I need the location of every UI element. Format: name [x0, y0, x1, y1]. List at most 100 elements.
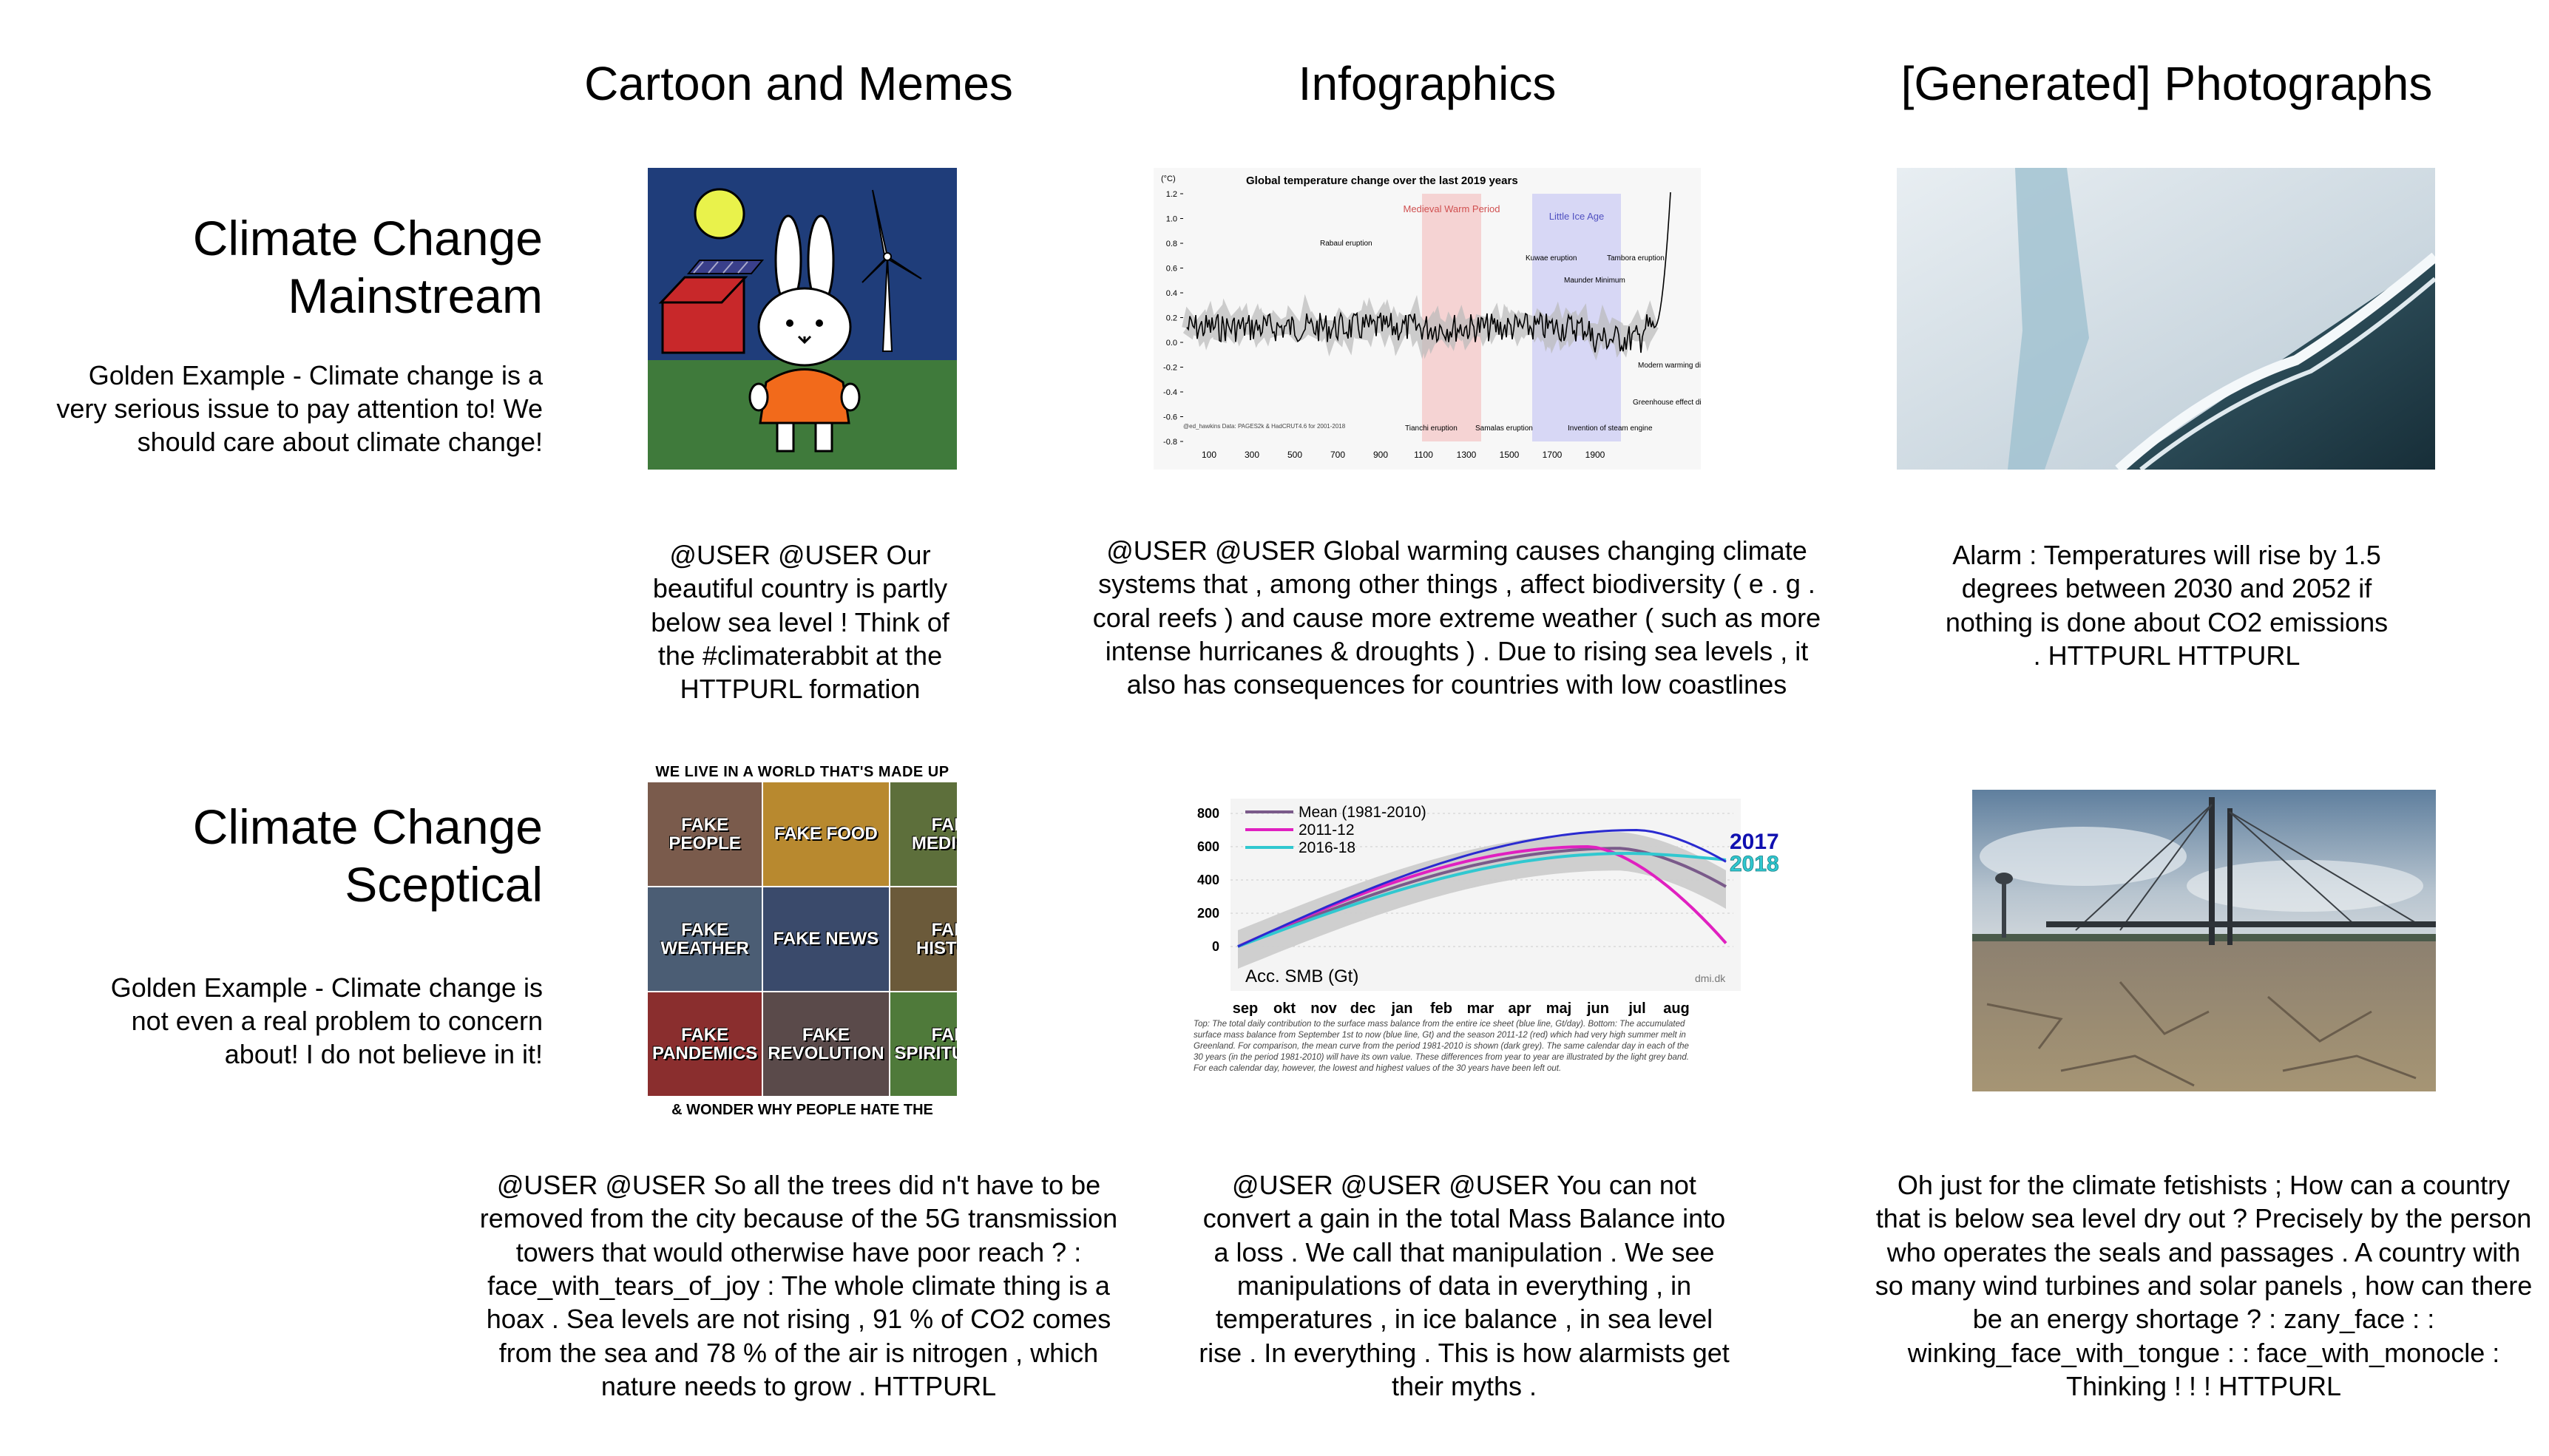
temp-ytick-label: 1.2 — [1166, 190, 1177, 199]
temp-chart-title: Global temperature change over the last … — [1246, 175, 1518, 187]
meme-tile-label: FAKE PANDEMICS — [652, 1024, 758, 1063]
smb-credit: dmi.dk — [1695, 972, 1726, 984]
temp-ytick-label: -0.2 — [1163, 364, 1177, 373]
temp-xtick-label: 1100 — [1414, 450, 1433, 460]
column-header-cartoon: Cartoon and Memes — [584, 57, 1013, 110]
caption-sceptical-photo: Oh just for the climate fetishists ; How… — [1875, 1170, 2533, 1402]
cartoon-rabbit-image — [648, 168, 957, 470]
temp-ytick-label: 0.8 — [1166, 240, 1177, 248]
caption-mainstream-infographic: @USER @USER Global warming causes changi… — [1092, 535, 1821, 700]
annotation-rabaul: Rabaul eruption — [1320, 240, 1372, 248]
row-title-sceptical-line1: Climate Change — [192, 799, 543, 854]
smb-ytick-label: 800 — [1197, 806, 1219, 821]
temp-ytick-label: 0.6 — [1166, 265, 1177, 274]
meme-tile: FAKE PANDEMICS — [648, 992, 762, 1096]
smb-month-label: okt — [1273, 1000, 1296, 1017]
smb-ytick-label: 0 — [1212, 939, 1219, 954]
smb-ytick-label: 600 — [1197, 839, 1219, 854]
row-title-mainstream: Climate Change Mainstream — [25, 210, 543, 325]
smb-month-label: sep — [1233, 1000, 1258, 1017]
smb-legend-label: 2016-18 — [1299, 839, 1355, 856]
caption-mainstream-photo: Alarm : Temperatures will rise by 1.5 de… — [1945, 540, 2389, 671]
annotation-maunder: Maunder Minimum — [1564, 277, 1625, 285]
meme-tile-label: FAKE NEWS — [773, 929, 879, 949]
smb-month-label: jan — [1391, 1000, 1413, 1017]
meme-tile-label: FAKE MEDICINE — [911, 814, 957, 853]
temp-ytick-label: -0.8 — [1163, 438, 1177, 447]
temp-unit: (°C) — [1161, 175, 1176, 183]
meme-grid: FAKE PEOPLE FAKE FOOD FAKE MEDICINE FAKE WE… — [648, 782, 957, 1096]
smb-footnote: Top: The total daily contribution to the… — [1194, 1020, 1689, 1073]
meme-tile: FAKE FOOD — [763, 782, 889, 886]
fake-world-meme: WE LIVE IN A WORLD THAT'S MADE UP OF FAK… — [648, 762, 957, 1124]
column-header-infographics: Infographics — [1298, 57, 1557, 110]
meme-tile-label: FAKE FOOD — [773, 824, 878, 844]
temp-xtick-label: 100 — [1202, 450, 1216, 460]
year-2017-label: 2017 — [1730, 830, 1779, 854]
band-label-medieval: Medieval Warm Period — [1403, 203, 1500, 214]
meme-tile: FAKE NEWS — [763, 887, 889, 991]
meme-tile: FAKE HISTORY — [890, 887, 957, 991]
meme-tile: FAKE REVOLUTION — [763, 992, 889, 1096]
smb-month-label: dec — [1350, 1000, 1375, 1017]
temp-ytick-label: 0.4 — [1166, 289, 1177, 298]
temp-series-line — [1186, 192, 1671, 353]
smb-2016-line — [1237, 851, 1727, 948]
temp-ytick-label: -0.4 — [1163, 388, 1177, 397]
golden-example-mainstream: Golden Example - Climate change is a ver… — [56, 360, 543, 457]
smb-legend-label: Mean (1981-2010) — [1299, 804, 1426, 821]
temp-xtick-label: 1500 — [1500, 450, 1520, 460]
temp-xtick-label: 900 — [1373, 450, 1388, 460]
temp-xtick-label: 300 — [1245, 450, 1259, 460]
column-header-photographs: [Generated] Photographs — [1900, 57, 2433, 110]
row-title-mainstream-line1: Climate Change — [192, 211, 543, 265]
meme-header: WE LIVE IN A WORLD THAT'S MADE UP OF — [655, 764, 949, 801]
annotation-steam-engine: Invention of steam engine — [1568, 424, 1653, 433]
annotation-tambora: Tambora eruption — [1607, 254, 1665, 263]
smb-month-label: nov — [1310, 1000, 1337, 1017]
annotation-tianchi: Tianchi eruption — [1405, 424, 1458, 433]
meme-tile-label: FAKE HISTORY — [915, 919, 957, 958]
temp-xtick-label: 1300 — [1457, 450, 1477, 460]
row-title-sceptical: Climate Change Sceptical — [25, 799, 543, 914]
smb-ytick-label: 400 — [1197, 873, 1219, 887]
temp-credit: @ed_hawkins Data: PAGES2k & HadCRUT4.6 f… — [1183, 423, 1346, 430]
row-title-sceptical-line2: Sceptical — [345, 856, 543, 912]
smb-month-label: aug — [1663, 1000, 1690, 1017]
meme-tile: FAKE WEATHER — [648, 887, 762, 991]
dry-river-bridge-photo — [1972, 790, 2436, 1091]
meme-tile: FAKE SPIRITUALITY — [890, 992, 957, 1096]
golden-example-sceptical: Golden Example - Climate change is not e… — [110, 972, 543, 1069]
meme-tile: FAKE MEDICINE — [890, 782, 957, 886]
smb-month-label: apr — [1508, 1000, 1531, 1017]
meme-tile-label: FAKE WEATHER — [660, 919, 749, 958]
temp-ytick-label: 0.2 — [1166, 314, 1177, 323]
band-label-little-ice-age: Little Ice Age — [1549, 211, 1604, 222]
meme-footer: & WONDER WHY PEOPLE HATE THE TRUTH — [671, 1102, 933, 1118]
smb-month-label: jun — [1586, 1000, 1609, 1017]
temperature-infographic: (°C) Global temperature change over the … — [1154, 168, 1701, 470]
smb-ytick-label: 200 — [1197, 906, 1219, 921]
caption-sceptical-cartoon: @USER @USER So all the trees did n't hav… — [479, 1170, 1118, 1402]
temp-ytick-label: 0.0 — [1166, 339, 1177, 348]
annotation-samalas: Samalas eruption — [1475, 424, 1533, 433]
caption-sceptical-infographic: @USER @USER @USER You can not convert a … — [1199, 1170, 1730, 1402]
annotation-modern-warming: Modern warming discovered — [1638, 362, 1701, 370]
meme-tile: FAKE PEOPLE — [648, 782, 762, 886]
temp-xtick-label: 500 — [1287, 450, 1302, 460]
year-2018-label: 2018 — [1730, 852, 1779, 876]
temp-ytick-label: 1.0 — [1166, 215, 1177, 224]
annotation-kuwae: Kuwae eruption — [1526, 254, 1577, 263]
glacier-photo — [1897, 168, 2435, 470]
smb-2017-line — [1237, 828, 1727, 948]
temp-xtick-label: 700 — [1330, 450, 1345, 460]
temp-xtick-label: 1900 — [1585, 450, 1605, 460]
smb-month-label: feb — [1430, 1000, 1452, 1017]
temp-ytick-label: -0.6 — [1163, 413, 1177, 422]
smb-infographic: 800 600 400 200 0 sep okt nov dec jan feb mar apr ma… — [1186, 799, 1804, 1105]
smb-month-label: mar — [1467, 1000, 1494, 1017]
smb-month-label: maj — [1546, 1000, 1571, 1017]
meme-tile-label: FAKE REVOLUTION — [768, 1024, 884, 1063]
row-title-mainstream-line2: Mainstream — [288, 268, 543, 323]
smb-variability-band — [1238, 832, 1726, 969]
